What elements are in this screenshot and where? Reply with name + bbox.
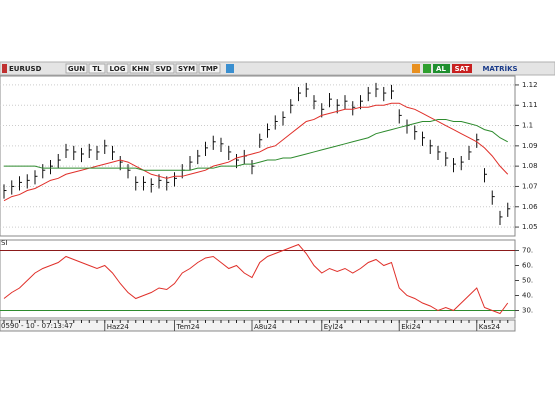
toolbar-button-bg [88,63,106,74]
x-tick-label: Kas24 [479,323,501,331]
buy-button[interactable]: AL [436,65,446,73]
toolbar-buttons: GUN TL LOG KHN SVD SYM TMP [65,63,221,74]
date-strip [0,319,516,332]
toolbar-button-bg [198,63,221,74]
moving-average [4,118,508,171]
y-tick-label: 1.09 [522,142,538,150]
toolbar-button[interactable]: TL [92,65,102,73]
x-tick-label: A8u24 [254,323,277,331]
y-tick-label: 1.05 [522,223,538,231]
toolbar-button[interactable]: LOG [110,65,126,73]
y-tick-label: 1.08 [522,162,538,170]
toolbar-button[interactable]: GUN [68,65,85,73]
x-tick-label: Haz24 [107,323,130,331]
rsi-line [3,243,509,315]
tool-icon [412,64,420,73]
toolbar-button[interactable]: SVD [155,65,171,73]
y-tick-label: 1.06 [522,203,538,211]
y-tick-label: 40. [522,292,533,300]
y-tick-label: 50. [522,277,533,285]
toolbar-button-bg [129,63,152,74]
toolbar-button[interactable]: KHN [132,65,149,73]
price-panel [0,75,516,237]
symbol-icon [2,64,7,73]
toolbar-button[interactable]: TMP [201,65,218,73]
rsi-title: SI [1,239,8,247]
y-tick-label: 1.07 [522,182,538,190]
y-tick-label: 1.1 [522,122,533,130]
x-tick-label: Eki24 [401,323,421,331]
brand[interactable]: MATRİKS [482,64,517,73]
toolbar-button-bg [152,63,175,74]
bird-icon [226,64,234,73]
x-tick-label: Tem24 [176,323,201,331]
toolbar-button-bg [175,63,198,74]
refresh-icon [423,64,431,73]
y-tick-label: 30. [522,307,533,315]
toolbar-button-bg [65,63,88,74]
y-tick-label: 1.12 [522,81,538,89]
y-tick-label: 60. [522,262,533,270]
y-tick-label: 70. [522,247,533,255]
sell-button[interactable]: SAT [455,65,470,73]
symbol[interactable]: EURUSD [9,65,42,73]
sell-button-bg [452,64,472,73]
y-tick-label: 1.11 [522,101,538,109]
rsi-panel [0,239,516,319]
status: 0590 - 10 - 07:13:47 [1,322,73,330]
buy-button-bg [433,64,450,73]
toolbar-button[interactable]: SYM [178,65,195,73]
toolbar-button-bg [106,63,129,74]
x-tick-label: Eyl24 [324,323,344,331]
